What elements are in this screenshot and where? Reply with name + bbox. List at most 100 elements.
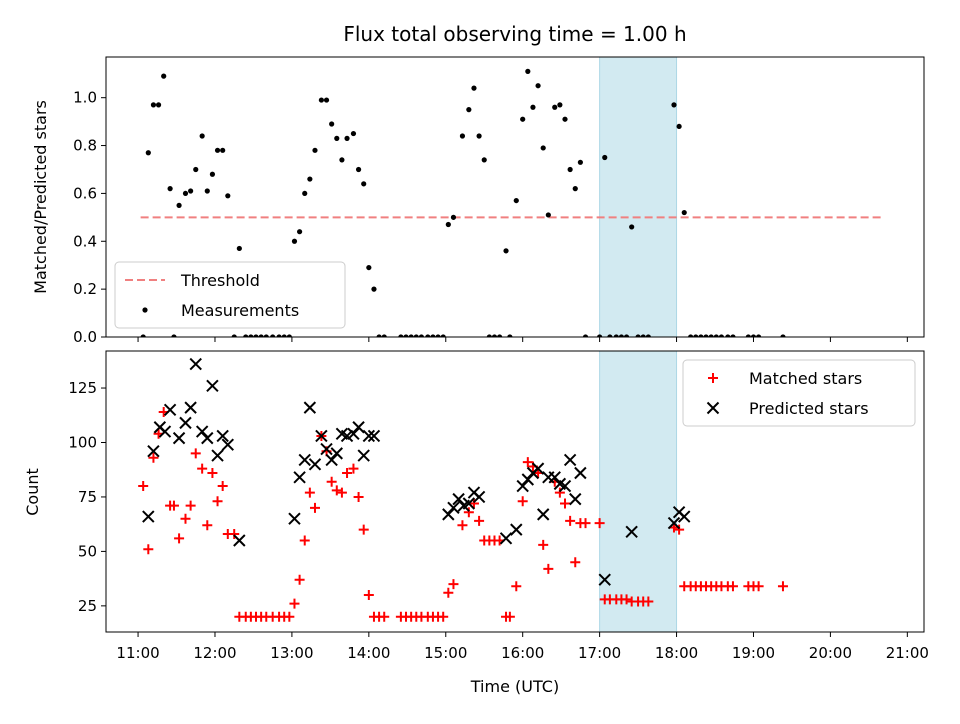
highlight-band bbox=[599, 350, 678, 633]
legend-box bbox=[682, 359, 916, 427]
matched-star-point bbox=[353, 491, 364, 502]
data-point bbox=[371, 286, 377, 292]
matched-star-point bbox=[674, 524, 685, 535]
data-point bbox=[552, 104, 558, 110]
matched-star-point bbox=[457, 520, 468, 531]
matched-star-point bbox=[379, 611, 390, 622]
data-point bbox=[481, 157, 487, 163]
legend-label: Matched stars bbox=[749, 369, 862, 388]
data-point bbox=[780, 334, 786, 337]
x-tick-label: 20:00 bbox=[809, 644, 852, 662]
matched-star-point bbox=[309, 502, 320, 513]
predicted-star-point bbox=[308, 458, 322, 471]
data-point bbox=[248, 334, 254, 337]
matched-star-point bbox=[217, 481, 228, 492]
data-point bbox=[236, 245, 242, 252]
data-point bbox=[623, 334, 630, 337]
matched-star-point bbox=[168, 500, 179, 511]
matched-star-point bbox=[342, 467, 353, 478]
data-point bbox=[613, 334, 619, 337]
data-point bbox=[629, 224, 635, 230]
predicted-star-point bbox=[142, 510, 155, 523]
matched-star-point bbox=[777, 581, 788, 592]
data-point bbox=[618, 334, 625, 337]
predicted-star-point bbox=[667, 516, 681, 530]
matched-star-point bbox=[190, 448, 201, 459]
data-point bbox=[381, 334, 387, 337]
matched-star-point bbox=[448, 579, 459, 590]
data-point bbox=[676, 123, 682, 130]
data-point bbox=[491, 334, 498, 337]
data-point bbox=[572, 186, 578, 192]
data-point bbox=[607, 334, 613, 337]
y-tick-label: 50 bbox=[78, 542, 97, 560]
legend-predicted-swatch bbox=[706, 401, 720, 415]
data-point bbox=[693, 334, 699, 337]
predicted-star-point bbox=[563, 453, 577, 467]
matched-star-point bbox=[543, 563, 554, 574]
matched-star-point bbox=[570, 557, 581, 568]
matched-star-point bbox=[331, 485, 342, 496]
data-point bbox=[486, 334, 492, 337]
bottom-panel: 25 50 75 100 125 11:00 12:00 13:00 14:00 15:00 16:… bbox=[68, 350, 929, 662]
data-point bbox=[520, 116, 526, 122]
data-point bbox=[258, 334, 264, 337]
data-point bbox=[602, 154, 608, 161]
data-point bbox=[425, 334, 431, 337]
matched-star-point bbox=[517, 496, 528, 507]
x-tick-label: 19:00 bbox=[732, 644, 775, 662]
matched-star-point bbox=[299, 535, 310, 546]
data-point bbox=[466, 107, 472, 113]
data-point bbox=[640, 334, 646, 337]
data-point bbox=[171, 334, 177, 337]
predicted-star-point bbox=[362, 429, 376, 443]
data-point bbox=[430, 334, 436, 337]
predicted-star-point bbox=[320, 442, 333, 456]
data-point bbox=[445, 221, 451, 228]
data-point bbox=[756, 334, 762, 337]
predicted-star-point bbox=[625, 525, 638, 539]
highlight-band bbox=[599, 56, 678, 338]
bottom-legend: Matched stars Predicted stars bbox=[682, 359, 916, 427]
top-y-axis-label: Matched/Predicted stars bbox=[31, 100, 50, 294]
data-point bbox=[398, 334, 404, 337]
data-point bbox=[188, 188, 194, 194]
data-point bbox=[225, 193, 231, 199]
predicted-star-point bbox=[288, 512, 301, 525]
predicted-star-point bbox=[147, 444, 160, 458]
x-tick-label: 18:00 bbox=[655, 644, 698, 662]
matched-star-point bbox=[554, 487, 565, 498]
data-point bbox=[176, 202, 182, 208]
data-point bbox=[708, 334, 714, 337]
predicted-star-point bbox=[233, 534, 246, 547]
data-point bbox=[307, 176, 313, 182]
matched-star-point bbox=[202, 520, 213, 531]
matched-star-point bbox=[336, 487, 347, 498]
predicted-star-point bbox=[221, 438, 235, 451]
legend-label: Threshold bbox=[180, 271, 260, 290]
x-tick-label: 12:00 bbox=[193, 644, 236, 662]
predicted-star-point bbox=[298, 453, 311, 467]
data-point bbox=[231, 334, 237, 337]
matched-star-point bbox=[522, 457, 533, 468]
predicted-star-point bbox=[357, 449, 370, 462]
data-point bbox=[243, 334, 249, 337]
bottom-data-points bbox=[138, 357, 788, 622]
data-point bbox=[418, 334, 425, 337]
predicted-star-point bbox=[163, 403, 177, 417]
matched-star-point bbox=[504, 611, 515, 622]
x-tick-label: 15:00 bbox=[424, 644, 467, 662]
data-point bbox=[361, 181, 367, 187]
matched-star-point bbox=[565, 515, 576, 526]
data-point bbox=[220, 147, 226, 153]
predicted-star-point bbox=[201, 431, 214, 445]
y-tick-label: 1.0 bbox=[73, 89, 97, 107]
data-point bbox=[329, 121, 335, 127]
x-tick-label: 21:00 bbox=[886, 644, 929, 662]
predicted-star-point bbox=[367, 429, 381, 443]
predicted-star-point bbox=[447, 501, 460, 515]
data-point bbox=[435, 334, 441, 337]
predicted-star-point bbox=[531, 462, 545, 475]
predicted-star-point bbox=[462, 497, 476, 510]
y-tick-label: 100 bbox=[68, 433, 97, 451]
